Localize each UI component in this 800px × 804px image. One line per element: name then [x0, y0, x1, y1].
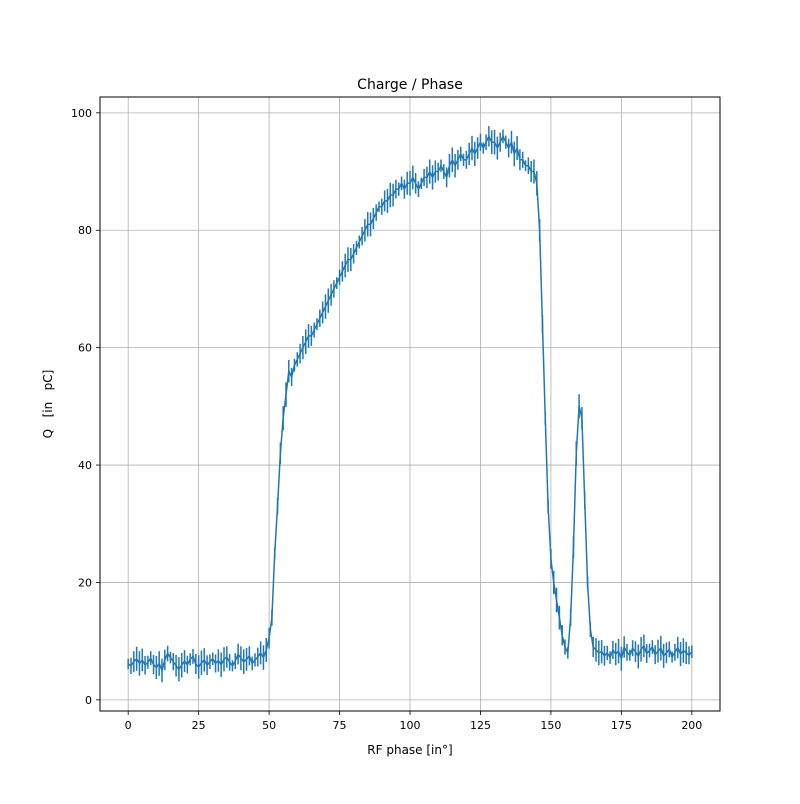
x-tick-label: 50 [262, 719, 276, 732]
x-tick-label: 100 [400, 719, 421, 732]
grid [100, 97, 720, 711]
series [127, 126, 693, 683]
y-tick-label: 100 [71, 107, 92, 120]
y-tick-label: 0 [85, 694, 92, 707]
y-tick-label: 40 [78, 459, 92, 472]
y-tick-label: 20 [78, 576, 92, 589]
x-tick-label: 75 [333, 719, 347, 732]
chart-title: Charge / Phase [357, 77, 463, 93]
ticks: 0 25 50 75 100 125 150 175 200 0 20 40 60 80 100 [71, 107, 702, 732]
x-tick-label: 125 [470, 719, 491, 732]
x-tick-label: 200 [681, 719, 702, 732]
x-tick-label: 175 [611, 719, 632, 732]
x-tick-label: 0 [125, 719, 132, 732]
x-tick-label: 150 [540, 719, 561, 732]
x-axis-label: RF phase [in°] [367, 743, 452, 757]
y-tick-label: 60 [78, 342, 92, 355]
y-tick-label: 80 [78, 224, 92, 237]
y-axis-label: Q [in pC] [41, 370, 55, 439]
x-tick-label: 25 [192, 719, 206, 732]
